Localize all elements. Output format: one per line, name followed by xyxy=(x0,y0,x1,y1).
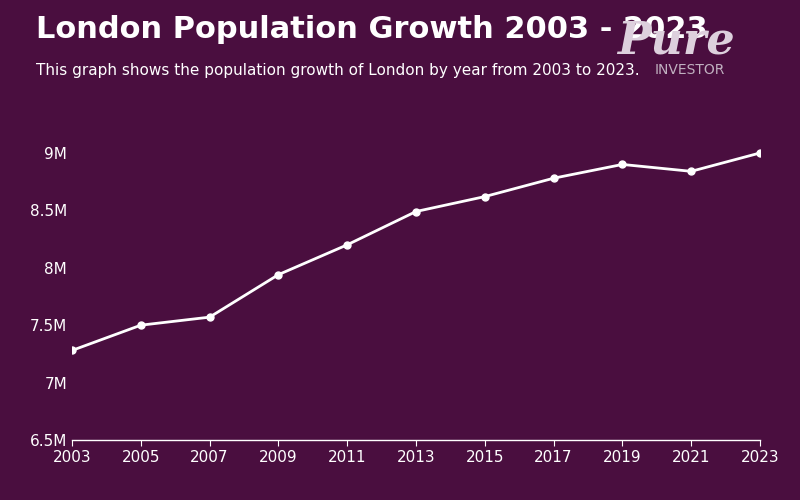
Text: INVESTOR: INVESTOR xyxy=(654,62,725,76)
Text: Pure: Pure xyxy=(617,20,735,63)
Text: This graph shows the population growth of London by year from 2003 to 2023.: This graph shows the population growth o… xyxy=(36,62,640,78)
Text: London Population Growth 2003 - 2023: London Population Growth 2003 - 2023 xyxy=(36,15,708,44)
